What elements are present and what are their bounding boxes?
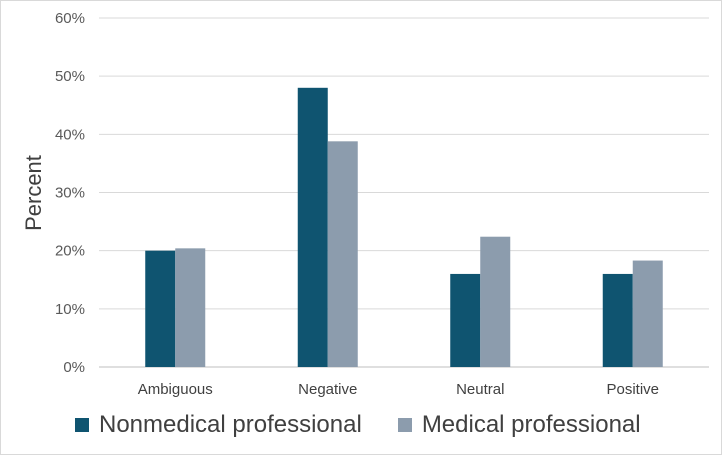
bar-nonmedical-negative bbox=[297, 87, 328, 368]
legend-label-medical: Medical professional bbox=[421, 411, 641, 438]
legend-swatch-nonmedical bbox=[75, 418, 89, 432]
bar-medical-negative bbox=[327, 141, 358, 367]
legend-swatch-medical bbox=[397, 418, 412, 432]
y-tick-label: 20% bbox=[55, 243, 85, 260]
legend: Nonmedical professional Medical professi… bbox=[75, 411, 641, 439]
x-tick-label: Positive bbox=[606, 381, 659, 398]
x-tick-label: Ambiguous bbox=[138, 381, 213, 398]
legend-item-nonmedical: Nonmedical professional bbox=[75, 411, 362, 439]
x-tick-label: Negative bbox=[298, 381, 357, 398]
y-tick-label: 0% bbox=[63, 359, 85, 376]
y-tick-label: 30% bbox=[55, 185, 85, 202]
bar-nonmedical-neutral bbox=[450, 273, 481, 367]
bar-medical-positive bbox=[632, 260, 663, 367]
y-axis-title: Percent bbox=[21, 155, 46, 231]
bar-medical-ambiguous bbox=[175, 248, 206, 367]
y-tick-label: 10% bbox=[55, 301, 85, 318]
legend-label-nonmedical: Nonmedical professional bbox=[99, 411, 362, 438]
x-tick-label: Neutral bbox=[456, 381, 504, 398]
y-tick-label: 50% bbox=[55, 68, 85, 85]
bar-nonmedical-positive bbox=[602, 273, 633, 367]
y-tick-label: 60% bbox=[55, 10, 85, 27]
bar-medical-neutral bbox=[480, 236, 511, 367]
legend-item-medical: Medical professional bbox=[397, 411, 641, 439]
bar-nonmedical-ambiguous bbox=[145, 250, 176, 367]
y-tick-label: 40% bbox=[55, 126, 85, 143]
